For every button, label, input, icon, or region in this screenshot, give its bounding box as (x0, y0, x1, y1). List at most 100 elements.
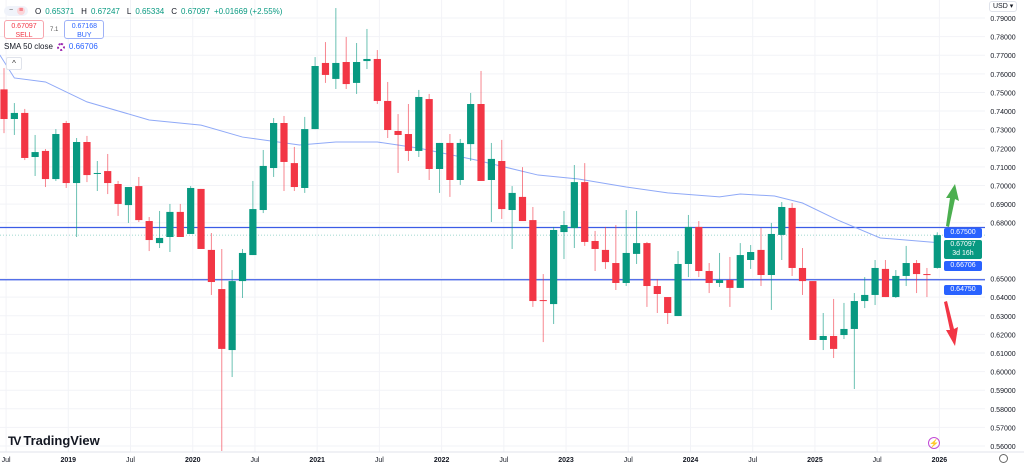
price-tick-label: 0.68000 (990, 221, 1015, 228)
candle-body-up (674, 263, 682, 317)
price-label-level-upper[interactable]: 0.67500 (944, 228, 982, 238)
time-tick-label: Jul (873, 457, 882, 464)
loading-icon (56, 42, 65, 51)
candle-body-down (529, 220, 537, 302)
candle-body-up (840, 328, 848, 336)
settings-icon[interactable] (999, 454, 1008, 463)
countdown-text: 3d 16h (952, 250, 974, 257)
price-tick-label: 0.74000 (990, 109, 1015, 116)
candle-body-down (207, 249, 215, 283)
price-label-text: 0.64750 (950, 286, 976, 293)
sma-label: SMA 50 close (4, 42, 53, 51)
arrow-down-annotation[interactable] (944, 301, 958, 346)
change-value: +0.01669 (+2.55%) (213, 6, 283, 16)
buy-button[interactable]: 0.67168 BUY (64, 20, 105, 39)
candle-body-down (197, 188, 205, 249)
price-axis[interactable]: 0.79000 0.78000 0.77000 0.76000 0.75000 0.740… (990, 16, 1015, 451)
price-label-last[interactable]: 0.67097 3d 16h (944, 240, 982, 259)
open-key: O (35, 6, 42, 16)
candle-body-down (21, 112, 29, 158)
grid (0, 0, 1024, 453)
candle-body-up (933, 235, 941, 268)
candle-body-up (259, 165, 267, 211)
candle-body-down (290, 163, 298, 188)
candle-body-up (270, 123, 278, 169)
time-tick-label: Jul (126, 457, 135, 464)
candle-body-down (145, 221, 153, 241)
minus-icon[interactable]: − (8, 7, 14, 14)
time-tick-label: 2025 (807, 457, 823, 464)
candle-body-down (384, 100, 392, 131)
arrow-up-annotation[interactable] (946, 184, 959, 227)
candle-body-up (93, 172, 101, 174)
candle-body-down (477, 104, 485, 181)
currency-label: USD (993, 3, 1008, 10)
price-label-sma[interactable]: 0.66706 (944, 261, 982, 271)
candle-body-down (612, 263, 620, 283)
candle-body-up (767, 233, 775, 275)
candle-body-down (581, 182, 589, 242)
candle-body-down (0, 89, 8, 120)
price-label-text: 0.67500 (950, 229, 976, 236)
candle-body-down (912, 263, 921, 275)
candle-body-up (72, 142, 81, 184)
price-tick-label: 0.59000 (990, 388, 1015, 395)
lightning-icon[interactable]: ⚡ (928, 437, 940, 449)
candle-body-down (342, 62, 350, 85)
price-tick-label: 0.58000 (990, 407, 1015, 414)
low-key: L (126, 6, 132, 16)
sma-legend[interactable]: SMA 50 close 0.66706 (4, 42, 282, 51)
tradingview-logo-icon: TV (8, 433, 21, 448)
chevron-down-icon: ▾ (1009, 3, 1014, 10)
green-arrow-icon (946, 184, 959, 227)
candle-body-down (176, 211, 184, 237)
time-tick-label: Jul (250, 457, 259, 464)
sma-value: 0.66706 (68, 42, 98, 51)
currency-selector[interactable]: USD ▾ (989, 1, 1018, 12)
candle-body-up (632, 243, 641, 254)
tradingview-logo[interactable]: TV TradingView (8, 433, 100, 448)
candle-body-up (861, 294, 869, 302)
buy-price: 0.67168 (71, 23, 97, 30)
candle-body-up (415, 96, 423, 151)
candle-body-up (228, 281, 236, 351)
sell-price: 0.67097 (11, 23, 37, 30)
candle-body-up (301, 129, 309, 188)
candle-body-down (498, 161, 506, 210)
candle-body-up (332, 62, 340, 79)
candle-body-up (52, 134, 60, 180)
horizontal-levels[interactable] (0, 226, 985, 281)
time-tick-label: Jul (2, 457, 11, 464)
high-key: H (81, 6, 87, 16)
candle-body-up (456, 142, 464, 180)
candle-body-down (809, 281, 817, 340)
candle-body-up (850, 301, 858, 329)
candle-body-up (187, 187, 195, 234)
sma-50-line (0, 54, 938, 244)
candle-body-down (114, 183, 122, 204)
time-tick-label: 2022 (434, 457, 450, 464)
time-tick-label: 2020 (185, 457, 201, 464)
candle-body-down (41, 150, 50, 180)
candle-body-up (31, 152, 39, 158)
spread: 7.1 (50, 26, 59, 33)
price-tick-label: 0.69000 (990, 202, 1015, 209)
collapse-legend-button[interactable]: ^ (6, 57, 22, 70)
time-tick-label: Jul (375, 457, 384, 464)
candle-body-down (591, 240, 599, 249)
sell-button[interactable]: 0.67097 SELL (4, 20, 44, 39)
candle-body-down (83, 142, 91, 176)
legend-buttons[interactable]: − ≡ (4, 6, 28, 16)
candle-body-up (435, 142, 444, 169)
price-tick-label: 0.65000 (990, 277, 1015, 284)
time-axis[interactable]: Jul 2019 Jul 2020 Jul 2021 Jul 2022 Jul 2023 Jul 20… (2, 457, 948, 464)
price-tick-label: 0.62000 (990, 332, 1015, 339)
candle-body-up (508, 192, 516, 211)
price-label-level-lower[interactable]: 0.64750 (944, 285, 982, 295)
menu-icon[interactable]: ≡ (17, 7, 25, 15)
low-value: 0.65334 (135, 6, 165, 16)
candle-body-up (560, 225, 568, 233)
candle-body-down (695, 226, 703, 272)
candle-body-down (518, 196, 527, 222)
